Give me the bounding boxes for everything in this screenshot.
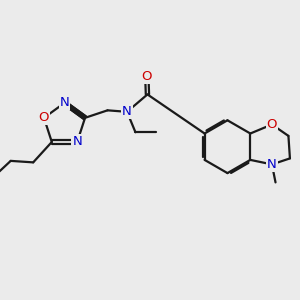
Text: N: N (267, 158, 277, 171)
Text: N: N (60, 96, 69, 110)
Text: O: O (267, 118, 277, 131)
Text: N: N (72, 136, 82, 148)
Text: N: N (122, 105, 132, 118)
Text: O: O (142, 70, 152, 83)
Text: O: O (39, 111, 49, 124)
